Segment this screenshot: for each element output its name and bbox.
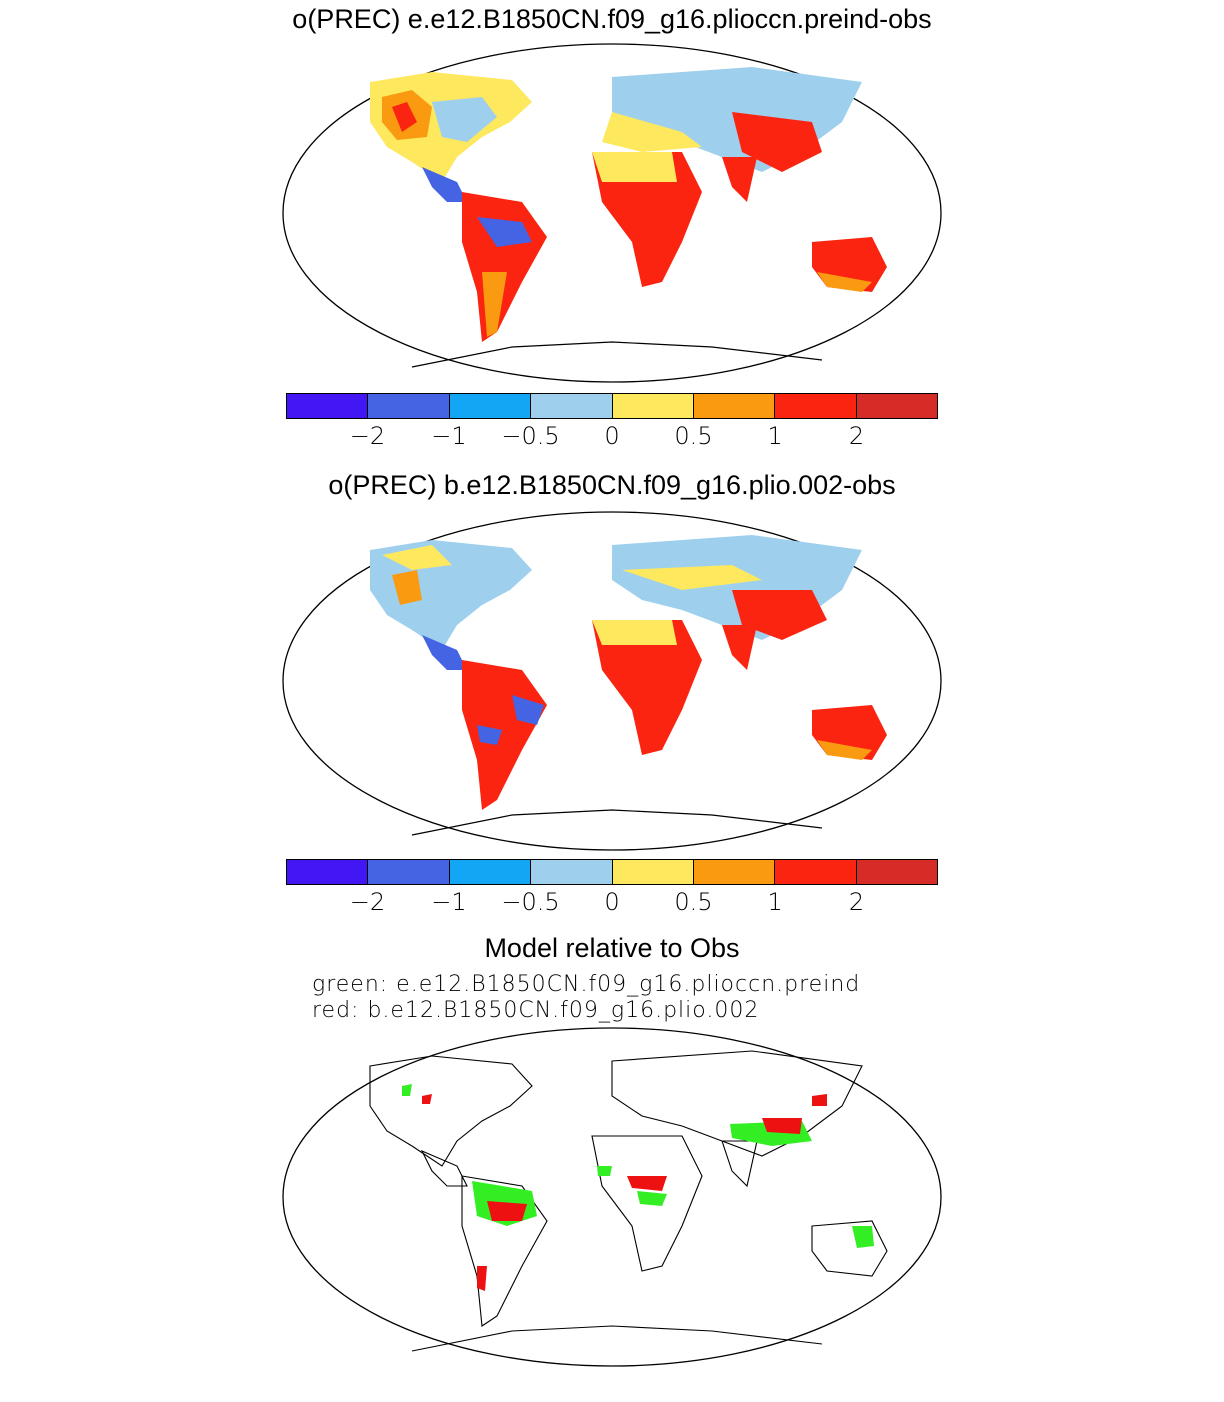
colorbar-swatch (612, 860, 694, 884)
colorbar-tick: −2 (349, 422, 386, 450)
colorbar-swatch (775, 394, 857, 418)
colorbar-swatch (287, 860, 369, 884)
colorbar-swatch (693, 394, 776, 418)
colorbar-2 (286, 859, 938, 885)
colorbar-swatch (531, 394, 613, 418)
colorbar-tick: 1 (767, 888, 783, 916)
colorbar-tick: 0 (604, 888, 620, 916)
colorbar-tick: 1 (767, 422, 783, 450)
colorbar-swatch (287, 394, 369, 418)
panel2-map-svg (282, 511, 942, 851)
colorbar-swatch (531, 860, 613, 884)
colorbar-swatch (449, 860, 532, 884)
colorbar-swatch (368, 394, 450, 418)
continents-bias-fill (370, 535, 887, 836)
panel1-title: o(PREC) e.e12.B1850CN.f09_g16.plioccn.pr… (292, 4, 932, 34)
colorbar-tick: 0.5 (674, 422, 713, 450)
panel3-title: Model relative to Obs (484, 933, 740, 963)
panel1-map-svg (282, 43, 942, 383)
colorbar-swatch (612, 394, 694, 418)
colorbar-tick: 0 (604, 422, 620, 450)
colorbar-tick: −1 (431, 422, 467, 450)
continents-bias-fill (370, 67, 887, 368)
colorbar-tick: −0.5 (501, 888, 560, 916)
relative-regions (402, 1084, 874, 1291)
colorbar-1-ticks: −2 −1 −0.5 0 0.5 1 2 (286, 422, 938, 452)
green-legend-label: green: e.e12.B1850CN.f09_g16.plioccn.pre… (312, 972, 861, 997)
panel2-map (282, 510, 942, 852)
colorbar-swatch (449, 394, 532, 418)
colorbar-swatch (856, 860, 937, 884)
colorbar-tick: −1 (431, 888, 467, 916)
colorbar-swatch (775, 860, 857, 884)
colorbar-swatch (368, 860, 450, 884)
panel3-map-svg (282, 1027, 942, 1367)
red-legend-label: red: b.e12.B1850CN.f09_g16.plio.002 (312, 998, 760, 1023)
colorbar-tick: −2 (349, 888, 386, 916)
panel1-map (282, 42, 942, 384)
coastlines (369, 1050, 888, 1352)
colorbar-tick: 0.5 (674, 888, 713, 916)
colorbar-tick: 2 (848, 422, 865, 450)
colorbar-2-ticks: −2 −1 −0.5 0 0.5 1 2 (286, 888, 938, 918)
colorbar-tick: −0.5 (501, 422, 560, 450)
colorbar-1 (286, 393, 938, 419)
colorbar-tick: 2 (848, 888, 865, 916)
colorbar-swatch (693, 860, 776, 884)
panel3-map (282, 1026, 942, 1368)
colorbar-swatch (856, 394, 937, 418)
panel2-title: o(PREC) b.e12.B1850CN.f09_g16.plio.002-o… (328, 470, 896, 500)
